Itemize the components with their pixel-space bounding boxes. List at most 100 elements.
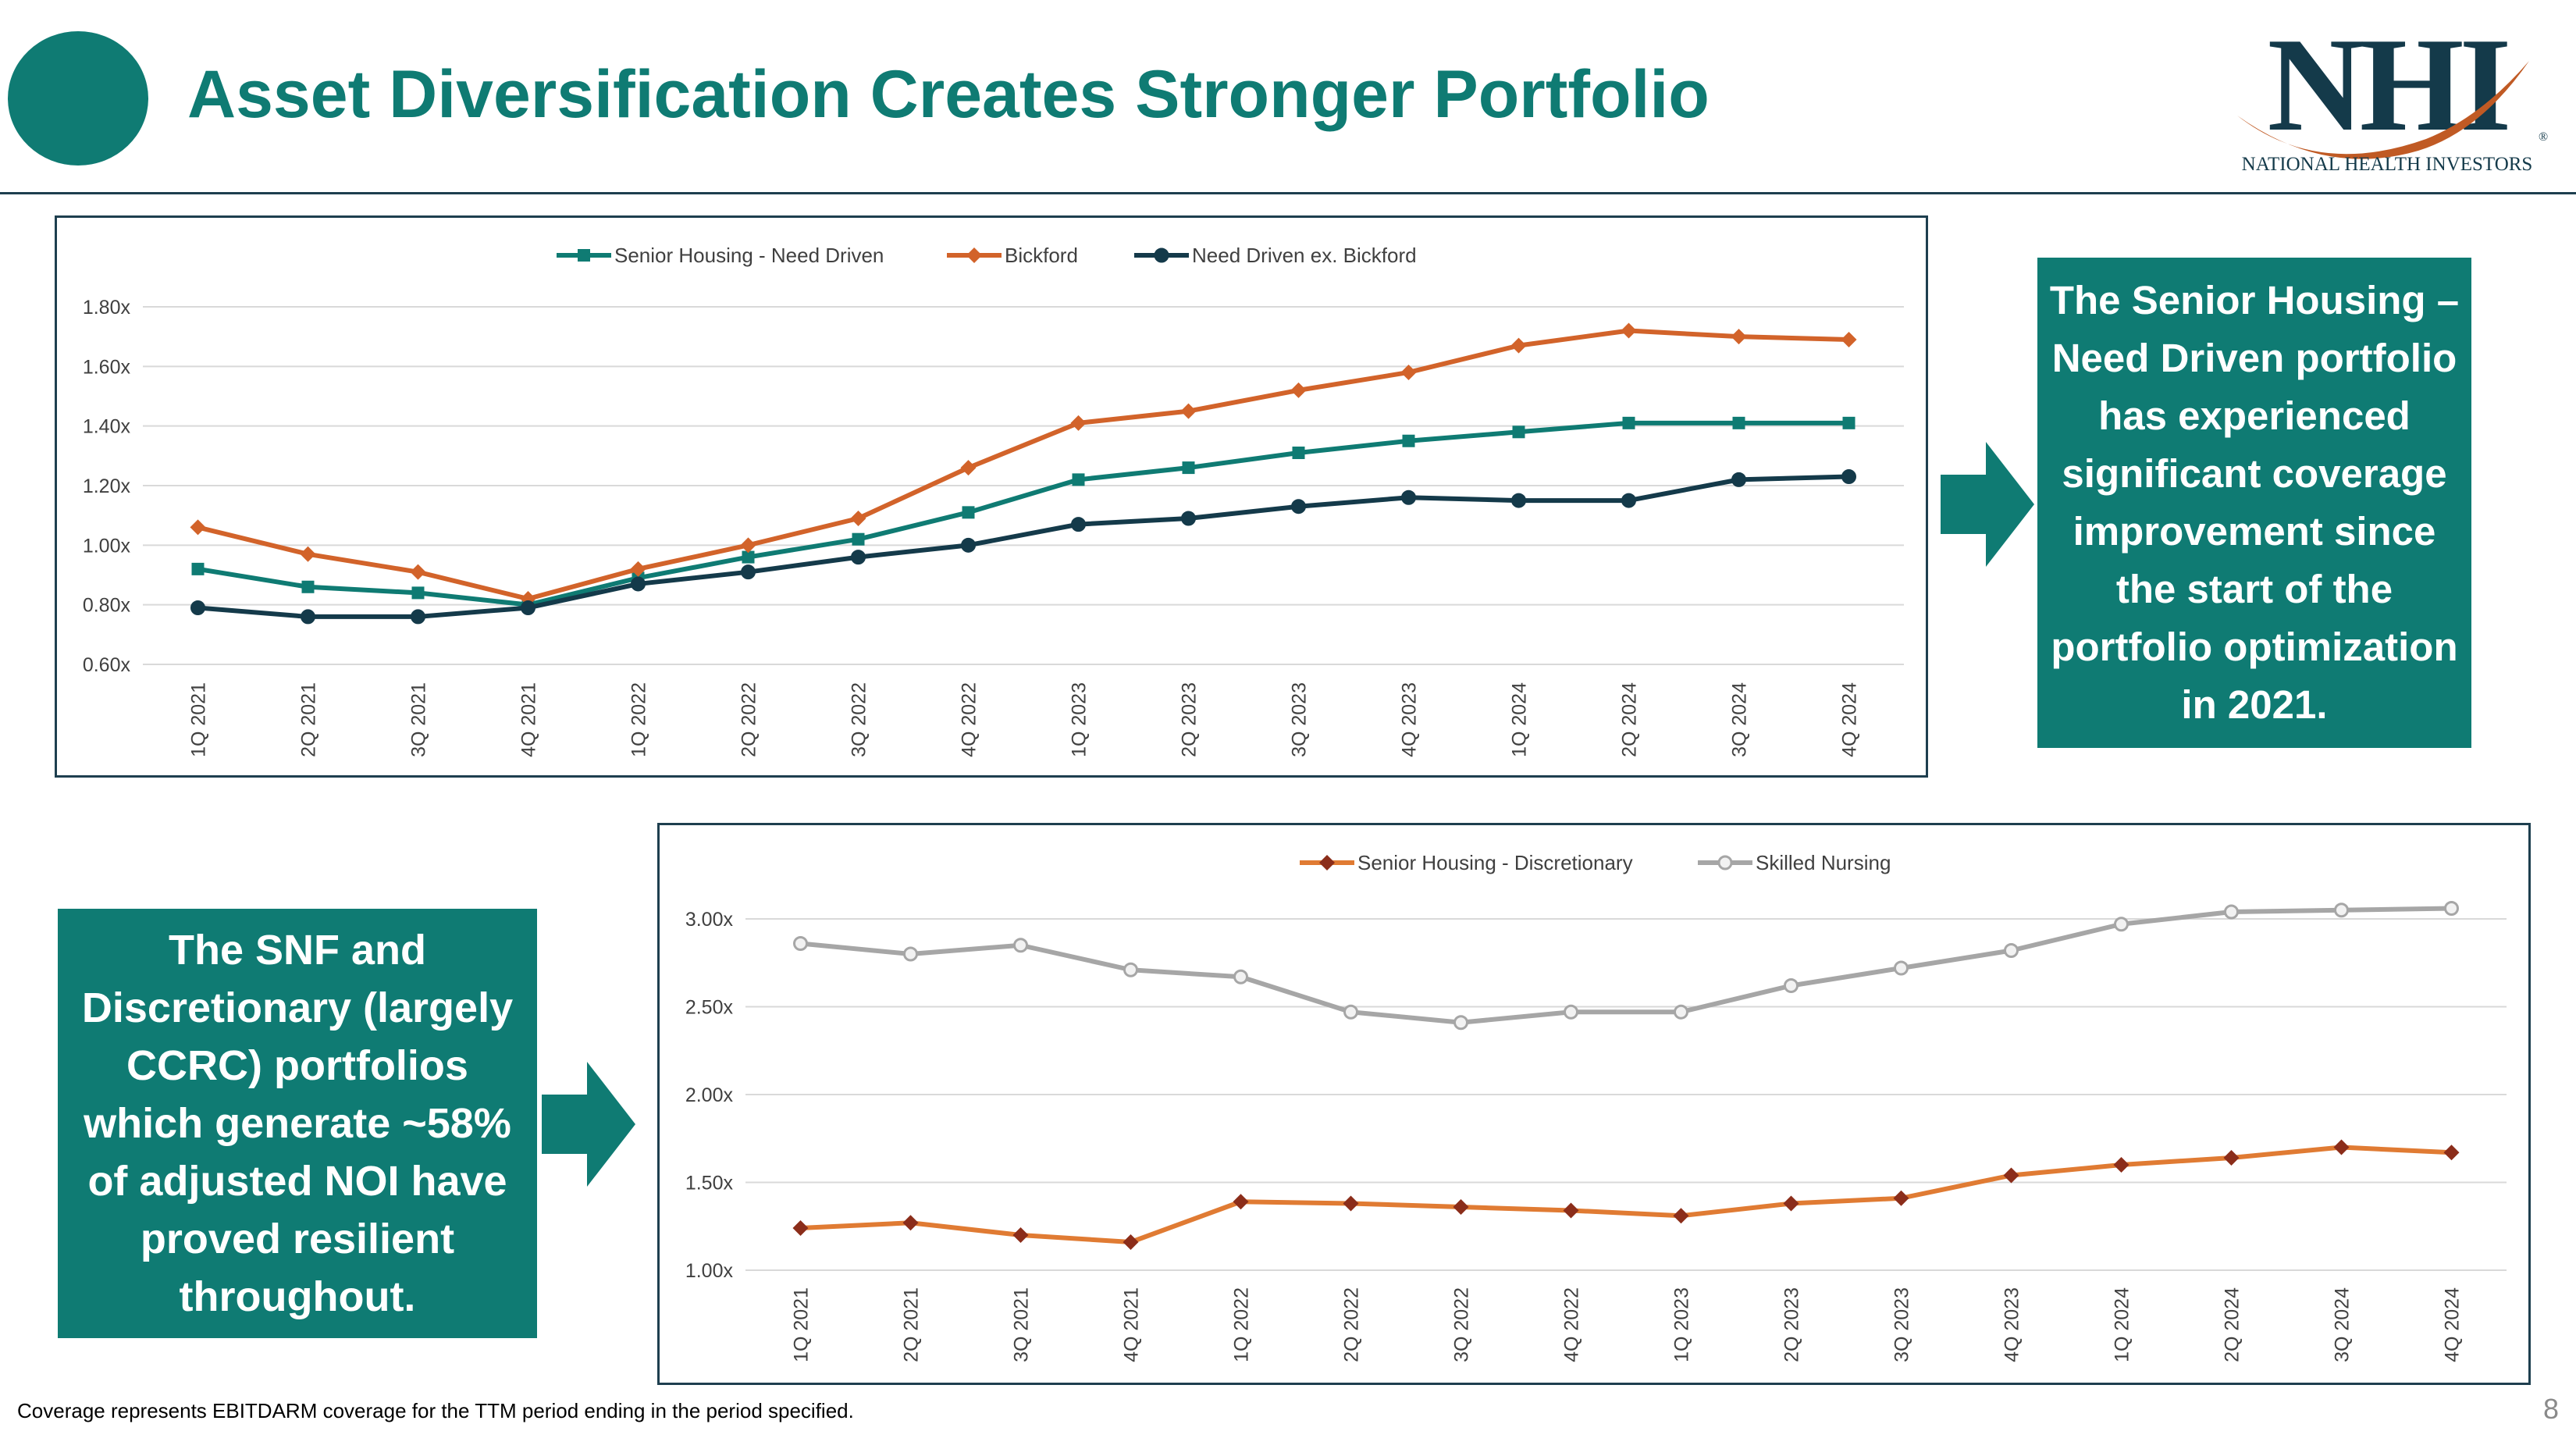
data-point: [630, 561, 646, 577]
x-tick-label: 4Q 2024: [1839, 682, 1861, 757]
legend-marker: [1154, 247, 1169, 263]
legend-label: Need Driven ex. Bickford: [1192, 244, 1417, 267]
data-point: [1841, 469, 1856, 485]
data-point: [1123, 962, 1138, 977]
data-point: [1784, 978, 1799, 993]
y-tick-label: 1.00x: [83, 535, 131, 557]
logo-letters: NHI: [2268, 22, 2508, 159]
data-point: [1453, 1199, 1469, 1215]
data-point: [1893, 1190, 1909, 1206]
data-point: [741, 564, 756, 580]
y-tick-label: 1.40x: [83, 416, 131, 438]
y-tick-label: 1.60x: [83, 356, 131, 378]
data-point: [2223, 1150, 2240, 1166]
data-point: [1841, 331, 1857, 347]
data-point: [742, 550, 755, 564]
data-point: [1291, 499, 1306, 514]
data-point: [740, 537, 756, 554]
data-point: [1182, 461, 1195, 475]
series-need-driven-ex-bickford: [190, 469, 1856, 625]
data-point: [852, 532, 865, 546]
data-point: [2003, 1167, 2019, 1184]
callout-line: portfolio optimization: [2051, 625, 2458, 669]
snf-discretionary-callout: The SNF and Discretionary (largely CCRC)…: [58, 909, 537, 1338]
data-point: [1402, 434, 1415, 447]
series-line: [800, 1145, 2452, 1244]
data-point: [1563, 1202, 1579, 1219]
data-point: [1621, 322, 1637, 339]
data-point: [1343, 1004, 1358, 1020]
snf-discretionary-chart-svg: 3.00x 2.50x 2.00x 1.50x 1.00x 1Q 2021 2Q 2021 3…: [685, 851, 2507, 1362]
data-point: [2113, 1157, 2129, 1173]
x-tick-label: 4Q 2023: [1399, 682, 1421, 757]
data-point: [2114, 917, 2129, 932]
data-point: [1673, 1208, 1689, 1224]
series-senior-housing-discretionary: [792, 1139, 2460, 1250]
x-tick-label: 3Q 2023: [1289, 682, 1311, 757]
data-point: [1512, 425, 1525, 439]
x-tick-label: 1Q 2024: [1509, 682, 1531, 757]
snf-discretionary-callout-text: The SNF and Discretionary (largely CCRC)…: [82, 921, 513, 1326]
x-tick-label: 3Q 2022: [849, 682, 870, 757]
data-point: [1072, 473, 1085, 486]
x-tick-label: 2Q 2024: [1619, 682, 1641, 757]
callout-line: which generate ~58%: [84, 1100, 511, 1147]
legend-label: Skilled Nursing: [1756, 851, 1891, 874]
legend-marker: [1717, 855, 1733, 870]
y-tick-label: 2.00x: [685, 1084, 734, 1106]
data-point: [2444, 901, 2459, 916]
callout-line: has experienced: [2098, 393, 2411, 438]
data-point: [410, 564, 426, 580]
data-point: [1292, 447, 1305, 460]
x-tick-label: 4Q 2024: [2442, 1287, 2464, 1362]
data-point: [1070, 415, 1087, 431]
data-point: [1622, 416, 1635, 429]
x-tick-label: 2Q 2022: [1341, 1287, 1363, 1362]
callout-line: in 2021.: [2181, 682, 2328, 727]
x-tick-label: 3Q 2021: [1011, 1287, 1033, 1362]
footnote: Coverage represents EBITDARM coverage fo…: [17, 1399, 854, 1422]
logo-reg-mark: ®: [2539, 130, 2548, 144]
data-point: [1401, 490, 1416, 505]
y-tick-label: 1.20x: [83, 475, 131, 497]
legend-entry: Senior Housing - Discretionary: [1300, 851, 1633, 874]
y-tick-label: 3.00x: [685, 909, 734, 931]
y-tick-label: 2.50x: [685, 997, 734, 1019]
data-point: [1290, 382, 1307, 398]
data-point: [190, 519, 206, 536]
callout-line: proved resilient: [140, 1216, 455, 1262]
callout-line: improvement since: [2073, 509, 2436, 554]
page-number: 8: [2542, 1393, 2559, 1425]
legend-label: Bickford: [1005, 244, 1078, 267]
header-circle-decoration: [8, 31, 148, 166]
data-point: [190, 600, 205, 615]
x-tick-label: 2Q 2024: [2222, 1287, 2243, 1362]
x-tick-label: 4Q 2022: [959, 682, 980, 757]
need-driven-callout: The Senior Housing – Need Driven portfol…: [2037, 258, 2471, 748]
x-tick-label: 2Q 2021: [298, 682, 320, 757]
data-point: [1564, 1004, 1578, 1020]
data-point: [1180, 403, 1197, 419]
data-point: [1731, 329, 1747, 345]
y-tick-label: 1.00x: [685, 1260, 734, 1282]
data-point: [1013, 938, 1028, 953]
data-point: [960, 460, 977, 476]
legend-marker: [578, 249, 590, 262]
x-tick-label: 2Q 2023: [1781, 1287, 1803, 1362]
page-title: Asset Diversification Creates Stronger P…: [187, 57, 1710, 132]
data-point: [631, 576, 646, 592]
callout-line: The SNF and: [168, 927, 426, 974]
need-driven-callout-text: The Senior Housing – Need Driven portfol…: [2050, 272, 2459, 734]
data-point: [411, 586, 425, 600]
x-tick-label: 4Q 2021: [518, 682, 540, 757]
series-bickford: [190, 322, 1857, 607]
x-tick-label: 1Q 2023: [1069, 682, 1091, 757]
callout-line: the start of the: [2115, 567, 2393, 611]
data-point: [793, 936, 808, 951]
data-point: [1783, 1195, 1799, 1212]
data-point: [1453, 1015, 1468, 1031]
data-point: [2004, 943, 2019, 958]
callout-line: of adjusted NOI have: [87, 1158, 507, 1205]
x-tick-label: 3Q 2022: [1451, 1287, 1473, 1362]
right-arrow-icon: [542, 1062, 635, 1187]
